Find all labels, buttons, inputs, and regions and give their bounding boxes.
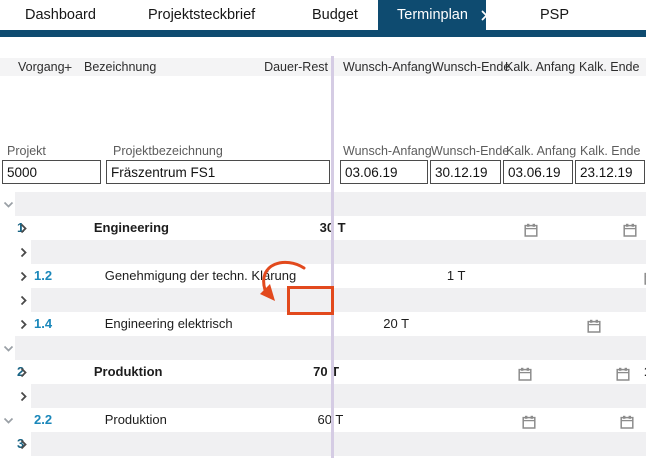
chevron-icon[interactable] — [19, 360, 31, 384]
kalk-anfang-date: 12.07.19 — [644, 364, 646, 379]
task-row[interactable]: 1.2 Genehmigung der techn. Klärung 1 T 1… — [0, 240, 646, 285]
chevron-icon[interactable] — [3, 408, 15, 432]
column-header-wunsch-anfang: Wunsch-Anfang — [343, 60, 432, 74]
calendar-icon[interactable] — [518, 367, 536, 384]
chevron-icon[interactable] — [19, 216, 31, 240]
pane-splitter[interactable] — [331, 56, 334, 458]
task-number: 1.2 — [34, 268, 53, 283]
wunsch-anfang-label: Wunsch-Anfang — [343, 144, 432, 158]
column-header-vorgang: Vorgang — [18, 60, 65, 74]
calendar-icon[interactable] — [587, 319, 605, 336]
task-row[interactable]: 1.5 Ende Engineering 12.07.19 12.07.19 — [0, 312, 646, 357]
tab-psp[interactable]: PSP — [540, 7, 570, 23]
row-stripe — [31, 432, 646, 456]
wunsch-anfang-input[interactable] — [340, 160, 428, 184]
row-stripe — [31, 312, 646, 336]
task-number: 3 — [17, 436, 25, 451]
row-stripe — [31, 288, 646, 312]
highlight-box — [287, 286, 334, 315]
task-row[interactable]: 2.2 Produktion 60 T 26.07.19 17.10.19 — [0, 384, 646, 429]
projektbezeichnung-input[interactable] — [106, 160, 330, 184]
projekt-label: Projekt — [7, 144, 46, 158]
row-stripe — [15, 336, 646, 360]
column-header-band: Vorgang + Bezeichnung Dauer-Rest Wunsch-… — [0, 58, 646, 76]
task-row[interactable]: 1.1 Technische Klärung 10 T 03.06.19 14.… — [0, 216, 646, 261]
task-row[interactable]: 1 Engineering 30 T 03.06.19 12.07.19 — [0, 192, 646, 237]
task-name: Engineering — [93, 220, 169, 235]
column-header-dauer-rest: Dauer-Rest — [264, 60, 328, 74]
task-row[interactable]: 2.1 Arbeitsvorbereitung 10 T 12.07.19 25… — [0, 360, 646, 405]
kalk-ende-input[interactable] — [575, 160, 645, 184]
row-stripe — [31, 384, 646, 408]
task-number: 1.4 — [34, 316, 53, 331]
chevron-icon[interactable] — [3, 192, 15, 216]
task-number: 2 — [17, 364, 25, 379]
chevron-icon[interactable] — [19, 432, 31, 456]
kalk-anfang-input[interactable] — [503, 160, 573, 184]
tab-terminplan-label: Terminplan — [397, 7, 468, 23]
task-row[interactable]: 2 Produktion 70 T 12.07.19 17.10.19 — [0, 336, 646, 381]
row-stripe — [15, 192, 646, 216]
tab-budget[interactable]: Budget — [312, 7, 358, 23]
column-header-kalk-anfang: Kalk. Anfang — [505, 60, 576, 74]
chevron-icon[interactable] — [19, 288, 31, 312]
close-icon[interactable] — [481, 10, 492, 21]
calendar-icon[interactable] — [620, 415, 638, 432]
task-number: 1 — [17, 220, 25, 235]
calendar-icon[interactable] — [644, 272, 646, 288]
calendar-icon[interactable] — [524, 223, 542, 240]
kalk-anfang-label: Kalk. Anfang — [506, 144, 577, 158]
task-duration: 1 T — [446, 268, 466, 283]
task-duration: 60 T — [317, 412, 344, 427]
task-row[interactable]: 1.4 Engineering elektrisch 20 T 18.06.19… — [0, 288, 646, 333]
task-row[interactable]: 1.3 Engineering mechanisch 20 T 17.06.19… — [0, 264, 646, 309]
project-form-labels: Projekt Projektbezeichnung Wunsch-Anfang… — [0, 144, 646, 159]
task-name: Produktion — [93, 364, 163, 379]
wunsch-ende-label: Wunsch-Ende — [431, 144, 510, 158]
add-task-button[interactable]: + — [64, 59, 73, 75]
chevron-icon[interactable] — [19, 384, 31, 408]
tab-bar: Dashboard Projektsteckbrief Budget Termi… — [0, 0, 646, 30]
tab-terminplan[interactable]: Terminplan — [378, 0, 492, 30]
chevron-icon[interactable] — [19, 264, 31, 288]
chevron-icon[interactable] — [19, 312, 31, 336]
chevron-icon[interactable] — [19, 240, 31, 264]
projektbezeichnung-label: Projektbezeichnung — [113, 144, 223, 158]
task-row[interactable]: 3.1 Montage mechanisch 12 T 18.10.19 04.… — [0, 432, 646, 456]
task-table: 1 Engineering 30 T 03.06.19 12.07.19 1.1… — [0, 192, 646, 456]
wunsch-ende-input[interactable] — [430, 160, 501, 184]
tab-projektsteckbrief[interactable]: Projektsteckbrief — [148, 7, 256, 23]
projekt-input[interactable] — [2, 160, 101, 184]
task-duration: 20 T — [383, 316, 409, 331]
calendar-icon[interactable] — [522, 415, 540, 432]
row-stripe — [31, 240, 646, 264]
tab-bar-underline — [0, 30, 646, 37]
kalk-ende-label: Kalk. Ende — [580, 144, 641, 158]
column-header-kalk-ende: Kalk. Ende — [579, 60, 640, 74]
row-stripe — [31, 264, 646, 288]
task-number: 2.2 — [34, 412, 53, 427]
column-header-bezeichnung: Bezeichnung — [84, 60, 157, 74]
calendar-icon[interactable] — [623, 223, 641, 240]
calendar-icon[interactable] — [616, 367, 634, 384]
row-stripe — [31, 216, 646, 240]
task-name: Genehmigung der techn. Klärung — [104, 268, 297, 283]
tab-dashboard[interactable]: Dashboard — [25, 7, 96, 23]
chevron-icon[interactable] — [3, 336, 15, 360]
task-name: Produktion — [104, 412, 167, 427]
task-name: Engineering elektrisch — [104, 316, 233, 331]
task-row[interactable]: 3 Montage im Hause 18 T 18.10.19 12.11.1… — [0, 408, 646, 453]
column-header-wunsch-ende: Wunsch-Ende — [432, 60, 511, 74]
row-stripe — [31, 360, 646, 384]
